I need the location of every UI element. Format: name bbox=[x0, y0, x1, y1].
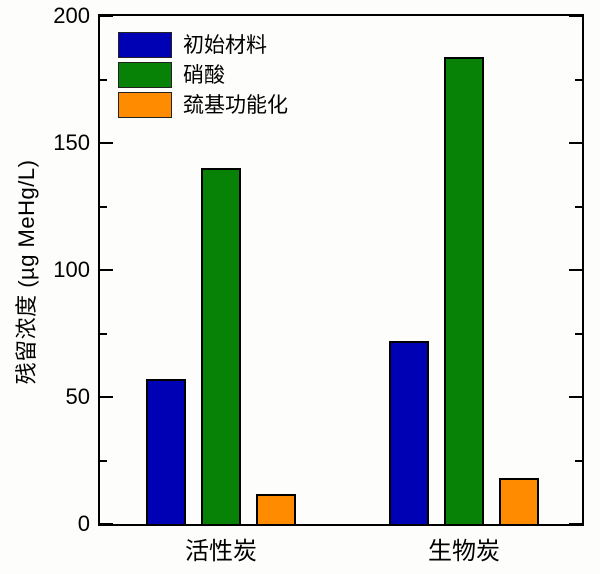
legend-swatch bbox=[118, 32, 172, 58]
y-tick-label: 150 bbox=[53, 130, 90, 155]
legend-swatch bbox=[118, 62, 172, 88]
bar-初始材料-活性炭 bbox=[146, 379, 186, 524]
x-category-label: 生物炭 bbox=[428, 538, 500, 565]
legend-row: 硝酸 bbox=[118, 60, 288, 90]
y-tick bbox=[575, 460, 582, 462]
y-tick bbox=[100, 523, 113, 525]
bar-硝酸-生物炭 bbox=[444, 57, 484, 524]
y-tick bbox=[575, 79, 582, 81]
y-tick-label: 200 bbox=[53, 3, 90, 28]
y-tick bbox=[569, 15, 582, 17]
y-tick bbox=[569, 523, 582, 525]
legend-swatch bbox=[118, 92, 172, 118]
x-category-label: 活性炭 bbox=[185, 538, 257, 565]
y-tick-label: 50 bbox=[65, 384, 90, 409]
legend-label: 初始材料 bbox=[183, 33, 267, 57]
y-tick bbox=[575, 333, 582, 335]
y-tick bbox=[100, 142, 113, 144]
bar-巯基功能化-活性炭 bbox=[256, 494, 296, 524]
y-tick bbox=[100, 79, 107, 81]
y-tick bbox=[100, 206, 107, 208]
y-tick bbox=[575, 206, 582, 208]
legend-label: 硝酸 bbox=[183, 63, 225, 87]
y-tick bbox=[569, 396, 582, 398]
y-tick-label: 0 bbox=[77, 511, 90, 536]
plot-area: 初始材料硝酸巯基功能化 bbox=[98, 14, 584, 526]
y-tick bbox=[100, 396, 113, 398]
y-tick bbox=[100, 333, 107, 335]
plot-inner: 初始材料硝酸巯基功能化 bbox=[100, 15, 582, 525]
bar-硝酸-活性炭 bbox=[201, 168, 241, 524]
y-tick bbox=[100, 15, 113, 17]
legend-row: 巯基功能化 bbox=[118, 90, 288, 120]
legend: 初始材料硝酸巯基功能化 bbox=[118, 30, 288, 120]
bar-初始材料-生物炭 bbox=[389, 341, 429, 524]
y-tick bbox=[100, 460, 107, 462]
y-tick bbox=[569, 269, 582, 271]
y-tick-label: 100 bbox=[53, 257, 90, 282]
y-tick bbox=[569, 142, 582, 144]
legend-label: 巯基功能化 bbox=[183, 93, 288, 117]
legend-row: 初始材料 bbox=[118, 30, 288, 60]
y-tick bbox=[100, 269, 113, 271]
bar-巯基功能化-生物炭 bbox=[499, 478, 539, 524]
